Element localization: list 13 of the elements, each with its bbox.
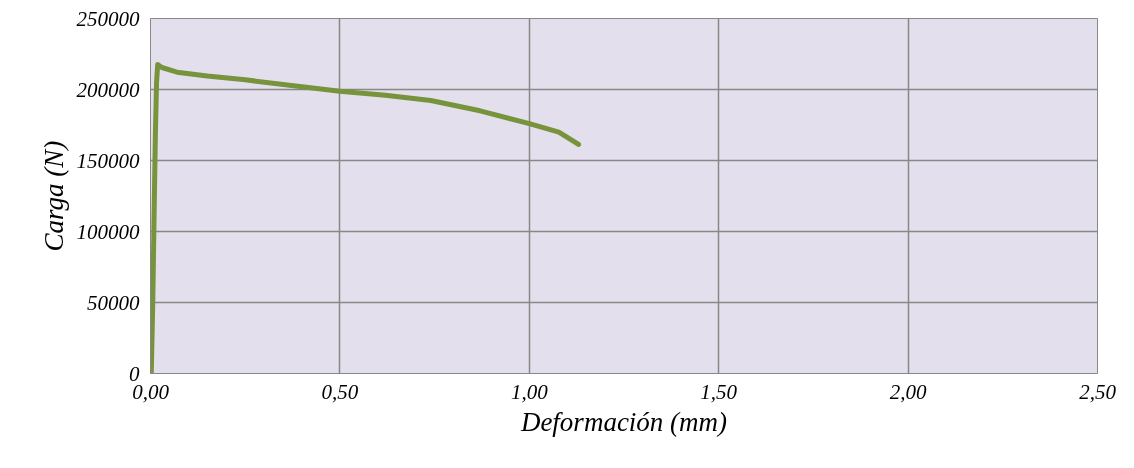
y-tick-label: 0	[129, 361, 140, 386]
x-tick-label: 2,00	[889, 379, 927, 404]
y-tick-label: 200000	[76, 77, 140, 102]
y-tick-label: 100000	[76, 219, 140, 244]
x-tick-label: 2,50	[1079, 379, 1117, 404]
y-axis-title: Carga (N)	[38, 140, 69, 252]
x-tick-label: 0,50	[321, 379, 359, 404]
y-tick-label: 250000	[76, 6, 140, 31]
x-tick-label: 1,00	[510, 379, 549, 404]
y-tick-label: 50000	[87, 290, 140, 315]
y-tick-label: 150000	[76, 148, 140, 173]
x-tick-label: 1,50	[700, 379, 738, 404]
x-axis-title: Deformación (mm)	[519, 406, 728, 437]
